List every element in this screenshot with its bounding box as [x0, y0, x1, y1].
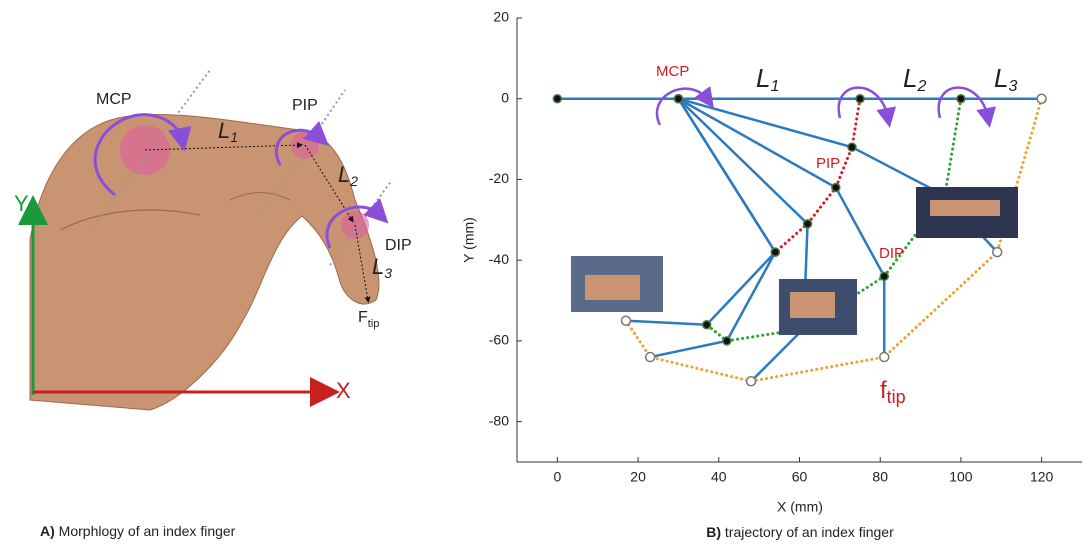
joint-marker [771, 248, 779, 256]
subscript: 3 [384, 265, 392, 281]
caption-label: A) [40, 523, 55, 539]
y-tick-label: -20 [489, 170, 509, 186]
symbol: F [358, 309, 368, 326]
subscript: 2 [349, 173, 358, 189]
x-tick-label: 100 [949, 469, 973, 485]
subscript: tip [368, 318, 380, 330]
plot: -80 -60 -40 -20 0 20 0 20 40 60 80 100 120 [489, 9, 1082, 485]
caption: A) Morphlogy of an index finger [40, 523, 236, 539]
segment-label: L3 [994, 63, 1017, 95]
joint-marker [848, 143, 856, 151]
caption-text: Morphlogy of an index finger [59, 523, 236, 539]
x-tick-label: 80 [872, 469, 888, 485]
joint-marker [674, 95, 682, 103]
y-axis-label: Y (mm) [461, 217, 477, 263]
hand-illustration [30, 70, 392, 410]
subscript: 1 [230, 129, 238, 145]
symbol: L [338, 162, 350, 187]
photo-insets [571, 187, 1018, 335]
trajectory [775, 99, 860, 252]
subscript: tip [887, 387, 906, 407]
caption-label: B) [706, 524, 721, 540]
joint-marker [723, 337, 731, 345]
symbol: L [994, 63, 1008, 93]
x-tick-label: 60 [792, 469, 808, 485]
y-tick-label: -80 [489, 412, 509, 428]
x-tick-label: 0 [553, 469, 561, 485]
symbol: L [372, 254, 384, 279]
joint-marker [832, 184, 840, 192]
force-label: ftip [880, 377, 906, 406]
y-tick-label: -40 [489, 251, 509, 267]
joint-label: MCP [96, 91, 132, 108]
subscript: 3 [1008, 78, 1017, 95]
fingertip-marker [646, 353, 655, 362]
segment-label: L1 [756, 63, 779, 95]
symbol: L [218, 118, 230, 143]
x-tick-label: 40 [711, 469, 727, 485]
axis-label: Y [14, 191, 29, 216]
joint-marker [703, 321, 711, 329]
fingertip-marker [747, 377, 756, 386]
fingertip-marker [621, 316, 630, 325]
segment-label: L2 [903, 63, 926, 95]
fingertip-marker [880, 353, 889, 362]
y-tick-label: 0 [501, 89, 509, 105]
caption: B) trajectory of an index finger [706, 524, 894, 540]
joint-label: DIP [879, 245, 904, 262]
joint-marker [880, 272, 888, 280]
fingertip-marker [993, 248, 1002, 257]
y-tick-label: -60 [489, 332, 509, 348]
joint-marker [804, 220, 812, 228]
symbol: L [756, 63, 770, 93]
x-tick-label: 20 [630, 469, 646, 485]
figure: Y X MCP PIP DIP L1 L2 L3 Ftip A) Morphlo… [0, 0, 1084, 544]
segment-label: L2 [338, 162, 358, 189]
force-label: Ftip [358, 309, 379, 330]
subscript: 2 [916, 78, 926, 95]
segment-label: L3 [372, 254, 392, 281]
joint-marker [856, 95, 864, 103]
axis-label: X [336, 378, 351, 403]
x-tick-label: 120 [1030, 469, 1054, 485]
caption-text: trajectory of an index finger [725, 524, 894, 540]
joint-marker [957, 95, 965, 103]
subscript: 1 [770, 78, 779, 95]
x-axis-label: X (mm) [777, 499, 823, 515]
joint-marker [553, 95, 561, 103]
joint-label: PIP [816, 155, 840, 172]
symbol: L [903, 63, 917, 93]
fingertip-marker [1037, 94, 1046, 103]
joint-label: PIP [292, 97, 318, 114]
joint-label: DIP [385, 237, 412, 254]
y-tick-label: 20 [493, 9, 509, 25]
joint-label: MCP [656, 63, 689, 80]
